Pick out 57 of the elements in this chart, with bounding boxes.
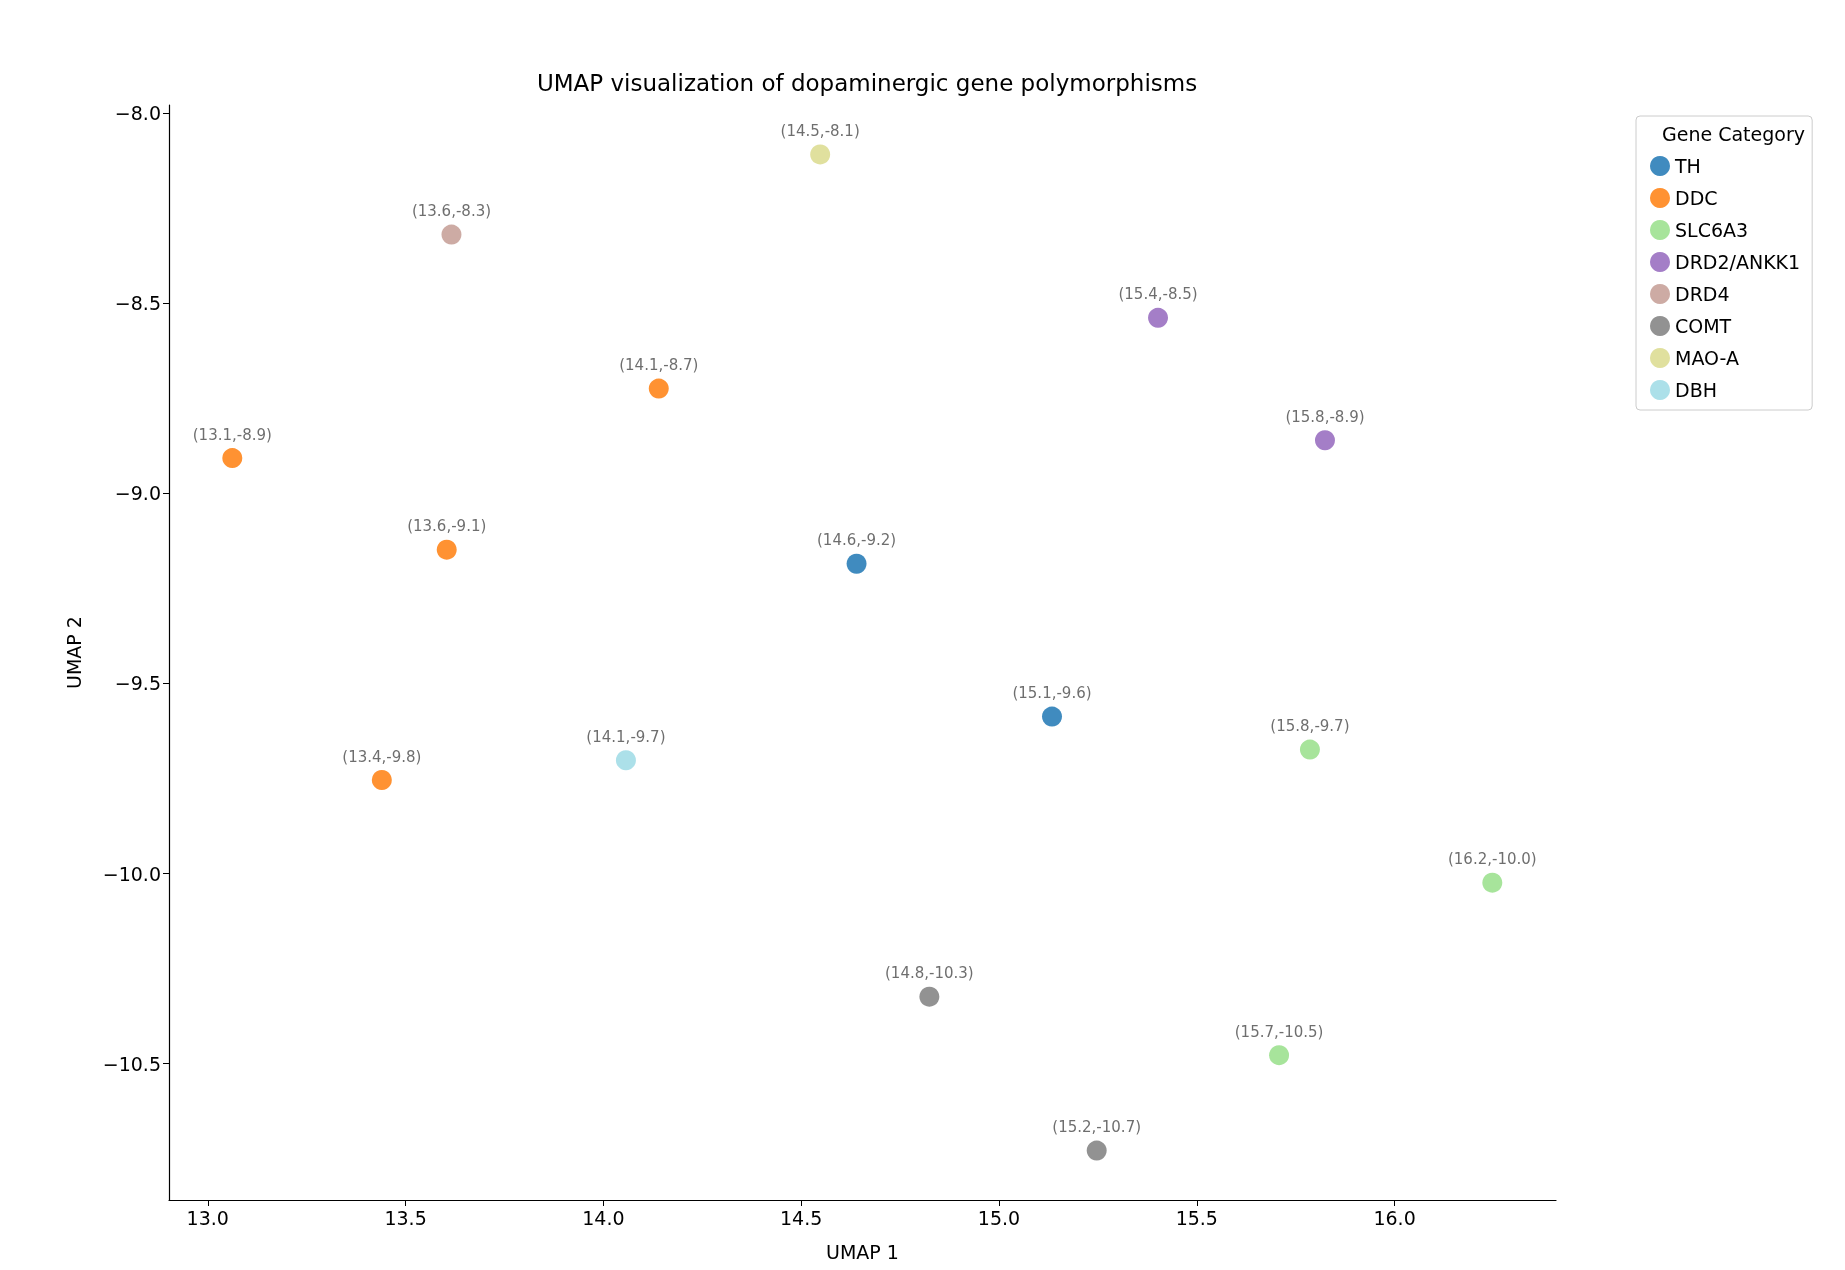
point — [371, 770, 392, 791]
y-axis-title: UMAP 2 — [62, 616, 85, 689]
data-label: (13.4,-9.8) — [342, 747, 422, 766]
x-tick-label: 16.0 — [1373, 1206, 1416, 1229]
legend-label: DRD2/ANKK1 — [1675, 251, 1801, 273]
point — [436, 539, 457, 560]
legend-label: SLC6A3 — [1675, 219, 1749, 241]
point — [1042, 706, 1062, 727]
data-label: (14.6,-9.2) — [817, 531, 897, 550]
data-label: (14.1,-8.7) — [619, 356, 699, 375]
data-label: (13.6,-8.3) — [411, 202, 492, 221]
point — [846, 553, 867, 574]
x-tick-label: 14.5 — [780, 1206, 823, 1229]
point — [441, 224, 462, 245]
x-tick-label: 15.0 — [977, 1206, 1021, 1229]
data-label: (15.8,-9.7) — [1270, 717, 1350, 736]
data-label: (15.4,-8.5) — [1118, 285, 1198, 304]
x-tick-label: 14.0 — [582, 1206, 625, 1229]
data-label: (13.1,-8.9) — [192, 425, 272, 444]
point — [1269, 1045, 1290, 1066]
x-tick-label: 13.0 — [186, 1206, 229, 1229]
data-label: (15.1,-9.6) — [1012, 684, 1092, 703]
y-tick-label: −9.5 — [114, 672, 161, 695]
legend-label: DDC — [1675, 187, 1718, 209]
point — [810, 144, 831, 165]
legend-label: DBH — [1675, 379, 1717, 401]
point — [1482, 872, 1503, 893]
legend-label: COMT — [1675, 315, 1732, 337]
legend-label: MAO-A — [1675, 347, 1739, 369]
data-label: (15.7,-10.5) — [1234, 1022, 1324, 1041]
data-label: (14.1,-9.7) — [586, 727, 666, 746]
y-tick-label: −8.5 — [114, 292, 161, 315]
y-tick-label: −9.0 — [114, 482, 161, 505]
point — [1086, 1140, 1107, 1161]
data-label: (14.5,-8.1) — [780, 121, 860, 140]
chart-title: UMAP visualization of dopaminergic gene polymorphisms — [536, 69, 1198, 96]
y-tick-label: −8.0 — [114, 102, 161, 125]
data-label: (15.8,-8.9) — [1285, 407, 1365, 426]
point — [919, 986, 940, 1007]
x-axis-title: UMAP 1 — [826, 1240, 899, 1263]
data-label: (15.2,-10.7) — [1052, 1118, 1142, 1137]
point — [222, 448, 243, 469]
point — [1299, 739, 1320, 760]
point — [648, 378, 669, 399]
legend-label: TH — [1674, 155, 1701, 177]
x-tick-label: 13.5 — [384, 1206, 427, 1229]
y-tick-label: −10.5 — [102, 1052, 161, 1075]
y-tick-label: −10.0 — [102, 862, 161, 885]
legend-title: Gene Category — [1662, 122, 1805, 145]
point — [1314, 430, 1335, 451]
data-label: (14.8,-10.3) — [885, 964, 974, 983]
point — [1148, 307, 1169, 328]
data-label: (16.2,-10.0) — [1447, 850, 1537, 869]
legend-label: DRD4 — [1675, 283, 1730, 305]
point — [615, 750, 636, 771]
data-label: (13.6,-9.1) — [407, 517, 487, 536]
x-tick-label: 15.5 — [1175, 1206, 1218, 1229]
